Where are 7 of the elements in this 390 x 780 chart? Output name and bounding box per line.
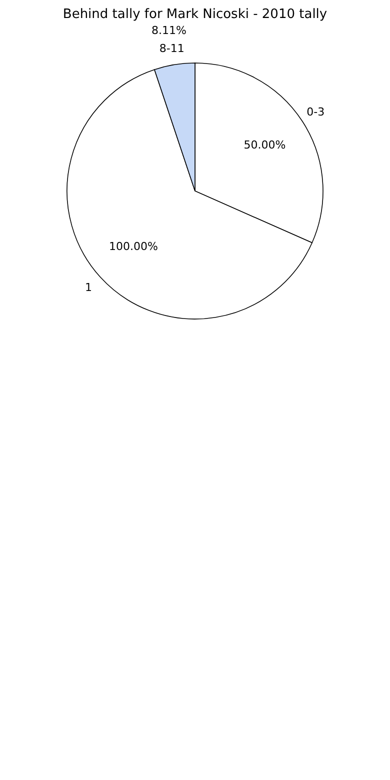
slice-label: 0-3 [306,105,325,118]
data-label: 8.11% [152,24,186,38]
slice-label: 1 [85,280,92,294]
data-label: 50.00% [244,138,286,152]
chart-title: Behind tally for Mark Nicoski - 2010 tally [62,7,328,22]
slice-label: 8-11 [159,42,184,55]
data-label: 100.00% [108,240,158,254]
